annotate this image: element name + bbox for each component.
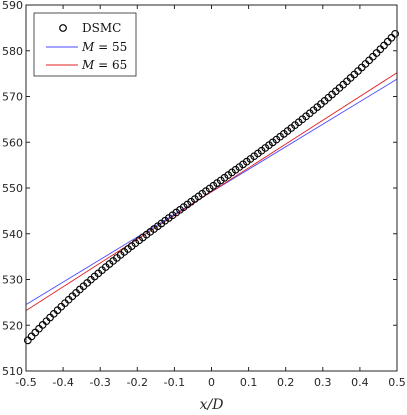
x-tick-label: 0.4: [351, 376, 369, 389]
x-tick-label: -0.4: [52, 376, 73, 389]
legend: DSMC M = 55 M = 65: [33, 12, 137, 77]
y-tick-label: 540: [2, 228, 23, 241]
x-tick-label: 0: [208, 376, 215, 389]
y-tick-label: 530: [2, 274, 23, 287]
x-tick-label: -0.3: [89, 376, 110, 389]
x-tick-label: 0.1: [240, 376, 258, 389]
legend-marker-dsmc: [59, 24, 67, 32]
legend-label-m55-symbol: M: [81, 40, 95, 54]
tick-layer: -0.5 -0.4 -0.3 -0.2 -0.1 0 0.1 0.2 0.3 0.4 0.5 510 5…: [2, 0, 406, 389]
x-tick-label: -0.2: [127, 376, 148, 389]
x-tick-label: -0.5: [15, 376, 36, 389]
legend-label-m55-value: = 55: [94, 40, 127, 54]
y-tick-label: 550: [2, 182, 23, 195]
x-tick-label: 0.5: [388, 376, 406, 389]
y-tick-label: 510: [2, 365, 23, 378]
x-axis-title: x/D: [200, 397, 224, 413]
y-tick-label: 520: [2, 319, 23, 332]
legend-label-m65-symbol: M: [81, 58, 95, 72]
y-tick-label: 560: [2, 136, 23, 149]
x-tick-label: 0.2: [277, 376, 295, 389]
y-tick-label: 590: [2, 0, 23, 12]
x-tick-label: -0.1: [164, 376, 185, 389]
series-layer: [24, 29, 399, 345]
y-tick-label: 570: [2, 91, 23, 104]
legend-label-m65-value: = 65: [94, 58, 127, 72]
dsmc-point: [391, 29, 399, 38]
legend-label-m55: M = 55: [81, 40, 127, 54]
legend-label-m65: M = 65: [81, 58, 127, 72]
x-tick-label: 0.3: [314, 376, 332, 389]
y-tick-label: 580: [2, 45, 23, 58]
legend-label-dsmc: DSMC: [82, 21, 121, 35]
